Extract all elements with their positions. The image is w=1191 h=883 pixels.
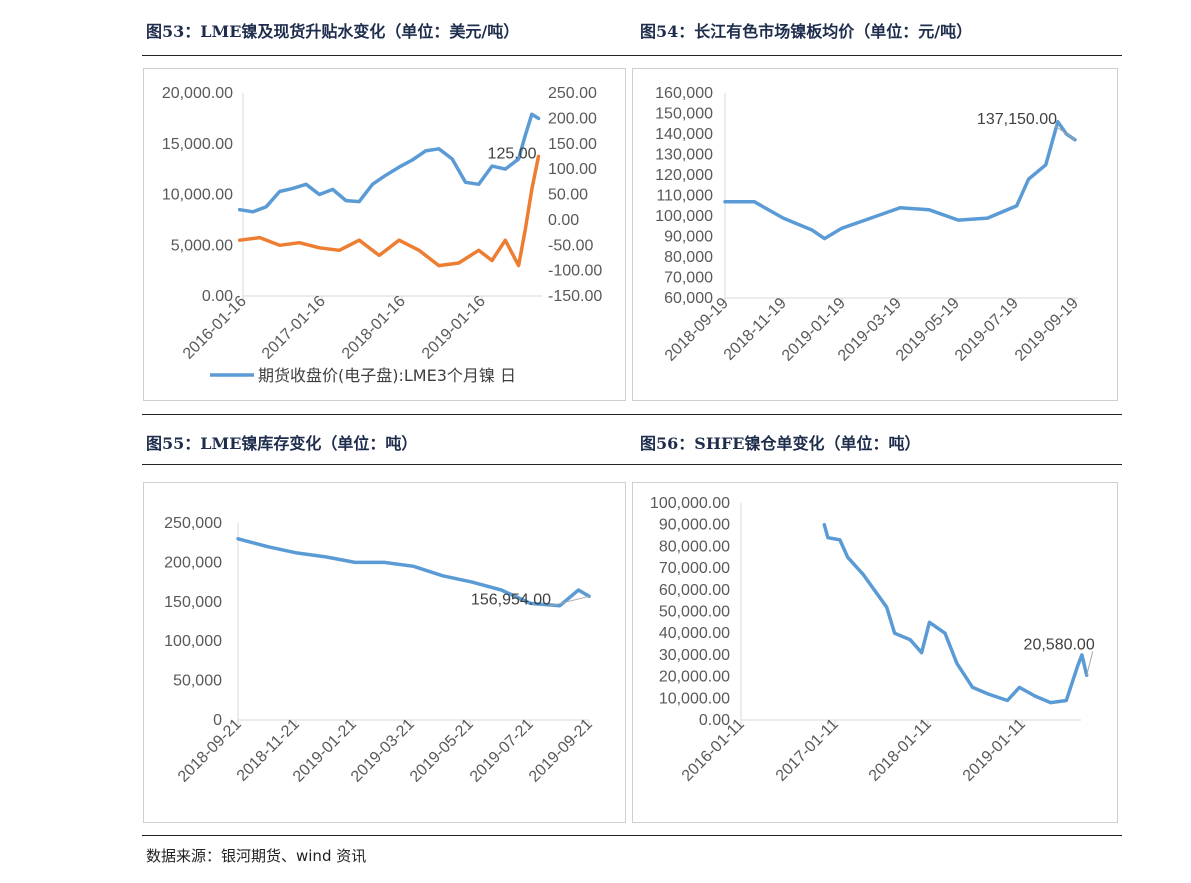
y-tick-label: 90,000.00 [659, 517, 730, 534]
y-tick-label: 120,000 [655, 167, 713, 184]
y-tick-label: 160,000 [655, 85, 713, 102]
chart-title-fig56: 图56：SHFE镍仓单变化（单位：吨） [640, 434, 921, 453]
x-tick-label: 2017-01-11 [773, 716, 842, 785]
chart-fig55: 250,000 200,000 150,000 100,000 50,000 02018-… [164, 515, 596, 786]
separator-bottom [142, 835, 1122, 836]
y-tick-label: 130,000 [655, 147, 713, 164]
y-tick-label: 200,000 [164, 554, 222, 571]
y-tick-label: 250,000 [164, 515, 222, 532]
chart-panel-fig53: 20,000.00 15,000.00 10,000.00 5,000.00 0.00 2… [143, 68, 626, 401]
chart-panel-fig54: 160,000 150,000 140,000 130,000 120,000 110,0… [632, 68, 1118, 401]
x-tick-label: 2017-01-16 [259, 293, 329, 363]
series-line-2 [237, 154, 541, 268]
chart-title-fig53: 图53：LME镍及现货升贴水变化（单位：美元/吨） [146, 22, 520, 41]
y-tick-label: 10,000.00 [659, 690, 730, 707]
chart-panel-fig55: 250,000 200,000 150,000 100,000 50,000 0 2018-… [143, 482, 626, 823]
y2-tick-label: -50.00 [548, 237, 593, 254]
y-tick-label: 150,000 [164, 594, 222, 611]
chart-fig54: 160,000 150,000 140,000 130,000 120,000 110,0… [655, 85, 1082, 365]
legend-label: 期货收盘价(电子盘):LME3个月镍 日 [258, 366, 516, 385]
chart-title-fig55: 图55：LME镍库存变化（单位：吨） [146, 434, 418, 453]
y-tick-label: 10,000.00 [162, 187, 233, 204]
y2-tick-label: 100.00 [548, 161, 597, 178]
y2-tick-label: 200.00 [548, 110, 597, 127]
y2-tick-label: -150.00 [548, 288, 602, 305]
annotation-leader-line [1054, 125, 1076, 141]
y-tick-label: 0.00 [202, 288, 233, 305]
y-tick-label: 20,000.00 [162, 85, 233, 102]
y-tick-label: 140,000 [655, 126, 713, 143]
y-tick-label: 150,000 [655, 106, 713, 123]
data-label-last-value: 156,954.00 [471, 591, 551, 608]
x-tick-label: 2019-01-11 [960, 716, 1029, 785]
y2-tick-label: 0.00 [548, 212, 579, 229]
y-tick-label: 20,000.00 [659, 669, 730, 686]
y-tick-label: 80,000.00 [659, 538, 730, 555]
series-line-1 [822, 522, 1089, 705]
y-tick-label: 60,000.00 [659, 582, 730, 599]
y-tick-label: 100,000 [655, 208, 713, 225]
y-tick-label: 50,000 [173, 673, 222, 690]
y-tick-label: 110,000 [656, 188, 713, 205]
y-tick-label: 40,000.00 [659, 625, 730, 642]
x-tick-label: 2018-09-21 [175, 716, 245, 786]
y-tick-label: 100,000.00 [650, 495, 730, 512]
series-line-1 [237, 112, 541, 214]
y-tick-label: 90,000 [664, 229, 713, 246]
annotation-leader-line [548, 595, 590, 607]
y-tick-label: 50,000.00 [659, 604, 730, 621]
data-label-last-value: 137,150.00 [977, 111, 1057, 128]
chart-fig53: 20,000.00 15,000.00 10,000.00 5,000.00 0.00 2… [162, 85, 603, 385]
annotation-leader-line [1086, 651, 1094, 676]
y2-tick-label: 150.00 [548, 136, 597, 153]
y2-tick-label: 250.00 [548, 85, 597, 102]
y-tick-label: 60,000 [664, 290, 713, 307]
y-tick-label: 0 [213, 712, 222, 729]
y-tick-label: 5,000.00 [171, 237, 233, 254]
series-line-1 [723, 119, 1077, 241]
data-label-last-value: 20,580.00 [1024, 636, 1095, 653]
x-tick-label: 2019-09-21 [526, 716, 596, 786]
separator-middle-top [142, 414, 1122, 415]
y-tick-label: 30,000.00 [659, 647, 730, 664]
chart-fig56: 100,000.00 90,000.00 80,000.00 70,000.00 60,… [650, 495, 1095, 785]
y2-tick-label: 50.00 [548, 187, 588, 204]
x-tick-label: 2019-07-19 [952, 295, 1022, 365]
y-tick-label: 100,000 [164, 633, 222, 650]
data-source-note: 数据来源：银河期货、wind 资讯 [146, 847, 367, 865]
y-tick-label: 70,000 [664, 270, 713, 287]
separator-middle-bottom [142, 464, 1122, 465]
x-tick-label: 2018-01-16 [339, 293, 409, 363]
chart-title-fig54: 图54：长江有色市场镍板均价（单位：元/吨） [640, 22, 973, 41]
y-tick-label: 70,000.00 [659, 560, 730, 577]
x-tick-label: 2019-05-21 [407, 716, 477, 786]
x-tick-label: 2018-01-11 [866, 716, 935, 785]
data-label-last-value: 125.00 [488, 145, 537, 162]
x-tick-label: 2019-09-19 [1012, 295, 1082, 365]
y-tick-label: 80,000 [664, 249, 713, 266]
x-tick-label: 2019-01-16 [419, 293, 489, 363]
separator-top [142, 55, 1122, 56]
chart-panel-fig56: 100,000.00 90,000.00 80,000.00 70,000.00 60,… [632, 482, 1118, 823]
y2-tick-label: -100.00 [548, 263, 602, 280]
y-tick-label: 15,000.00 [162, 136, 233, 153]
y-tick-label: 0.00 [699, 712, 730, 729]
